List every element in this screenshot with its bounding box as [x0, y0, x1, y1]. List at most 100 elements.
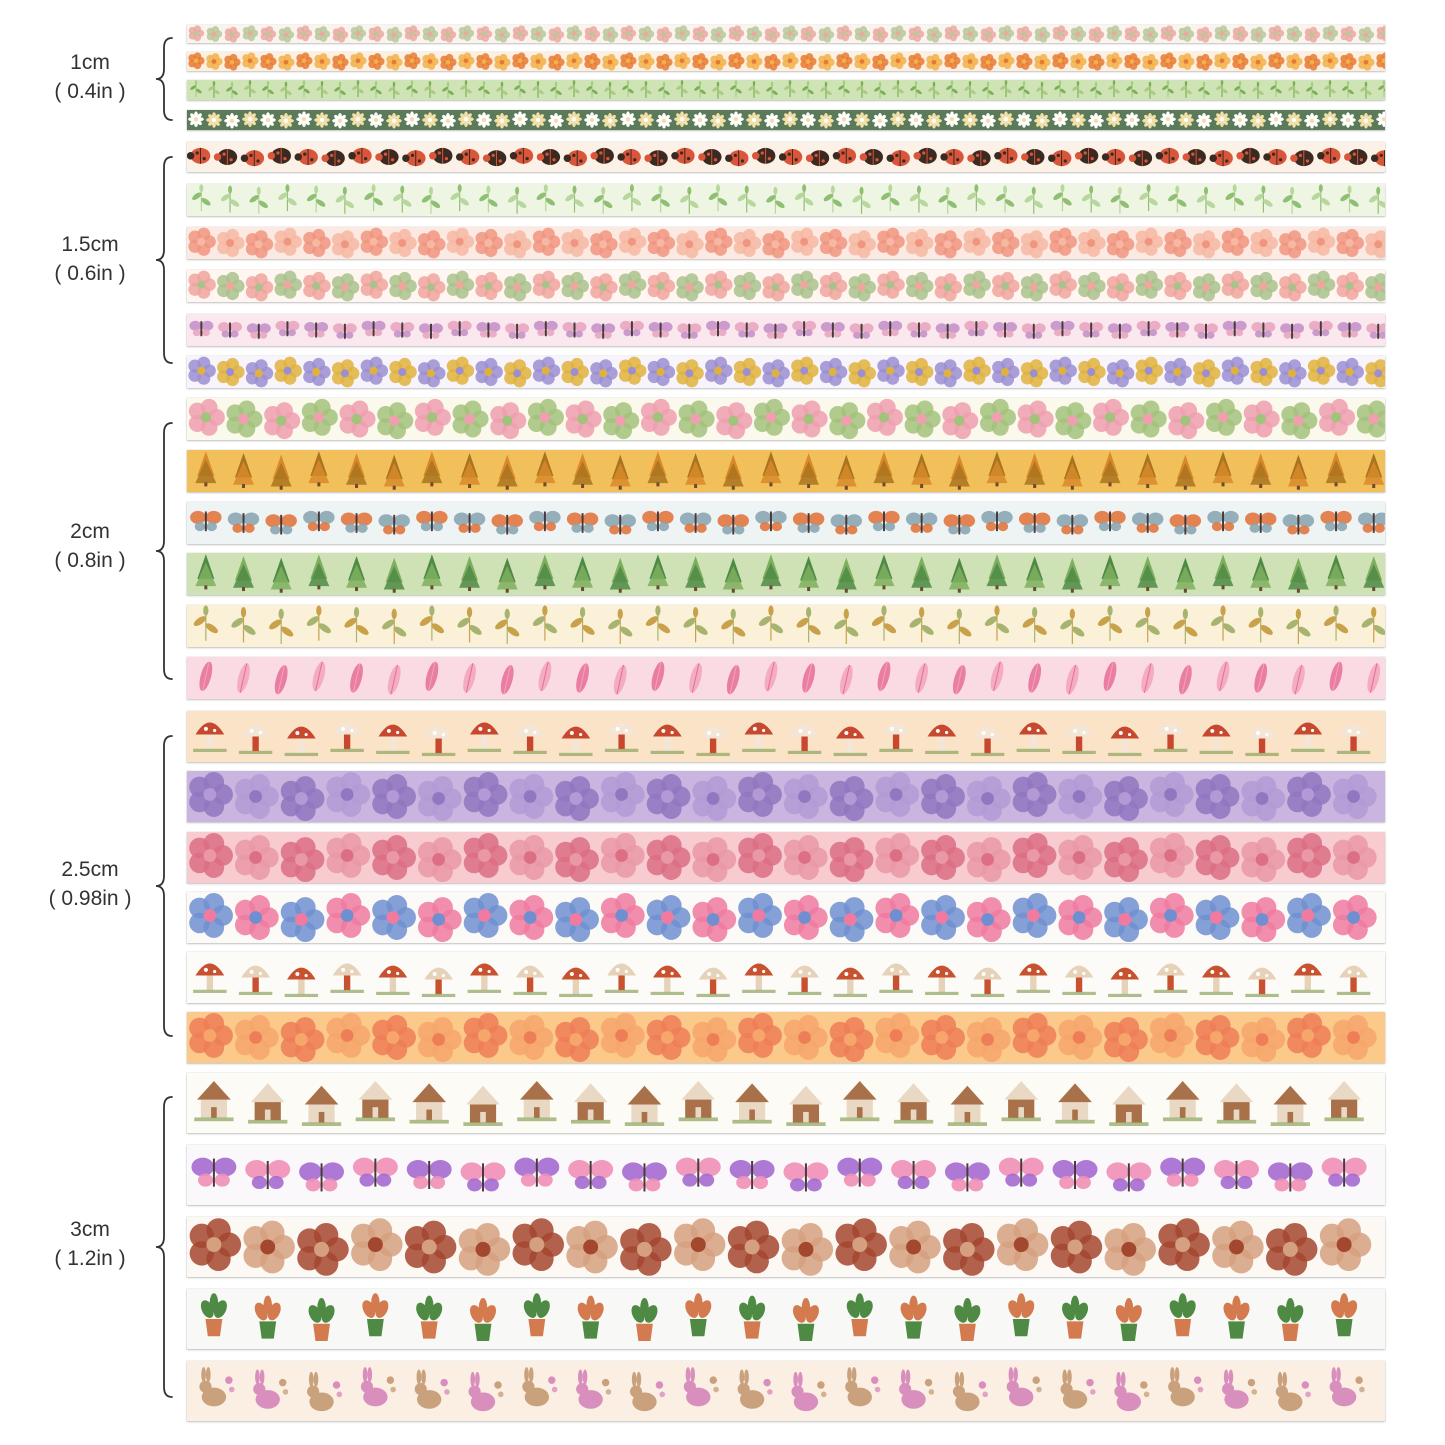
daisy-motif: [422, 112, 438, 128]
flower-motif: [303, 271, 331, 301]
flower-motif: [1221, 270, 1250, 299]
flower-motif: [297, 1222, 349, 1276]
butterfly-motif: [1050, 320, 1075, 337]
butterfly-motif: [868, 510, 900, 532]
washi-tape: [187, 1289, 1385, 1349]
flower-motif: [372, 835, 416, 880]
butterfly-motif: [878, 320, 903, 337]
tree-motif: [1363, 452, 1385, 489]
cottages-pattern: [187, 1073, 1385, 1133]
flower-motif: [819, 357, 848, 387]
flower-motif: [1078, 271, 1106, 301]
tree-motif: [459, 555, 481, 592]
flower-motif: [716, 402, 753, 440]
flower-motif: [944, 52, 961, 70]
feather-motif: [952, 664, 966, 695]
butterfly-motif: [679, 512, 712, 533]
butterfly-motif: [533, 320, 558, 337]
house-motif: [1109, 1085, 1149, 1126]
pot-motif: [792, 1298, 819, 1342]
flower-motif: [943, 1222, 995, 1276]
leaf-motif: [536, 184, 556, 212]
flower-motif: [1078, 357, 1106, 387]
brace-2cm: [155, 422, 173, 680]
inch-label: ( 0.8in ): [54, 549, 126, 572]
daisy-motif: [1142, 113, 1158, 129]
flower-motif: [414, 398, 451, 436]
ladybug-motif: [402, 150, 426, 167]
flower-motif: [783, 1015, 828, 1060]
ladybug-motif: [859, 149, 884, 165]
butterfly-motif: [1106, 1162, 1152, 1192]
feather-motif: [312, 661, 326, 692]
width-label: 2cm: [70, 520, 110, 543]
tree-motif: [308, 451, 330, 487]
daisy-motif: [836, 111, 852, 127]
flower-motif: [1322, 52, 1339, 70]
flower-motif: [243, 1220, 295, 1274]
flower-motif: [446, 227, 475, 256]
leaf-motif: [967, 184, 986, 212]
mushroom-motif: [970, 726, 1005, 757]
flower-motif: [463, 772, 508, 817]
inch-label: ( 1.2in ): [54, 1247, 126, 1270]
leaf-motif: [1018, 80, 1030, 98]
feather-motif: [1254, 663, 1268, 693]
flower-motif: [692, 897, 737, 942]
flower-motif: [1279, 273, 1307, 302]
daisy-motif: [494, 113, 510, 129]
flower-motif: [934, 230, 963, 259]
flower-motif: [1052, 52, 1069, 70]
flower-motif: [1012, 893, 1057, 938]
daisy-motif: [1376, 111, 1385, 127]
washi-tape: [187, 952, 1385, 1003]
flower-motif: [733, 228, 762, 258]
flower-motif: [512, 25, 529, 42]
flower-motif: [509, 1015, 554, 1060]
flower-motif: [746, 53, 763, 70]
flower-motif: [188, 52, 205, 70]
flower-motif: [998, 52, 1015, 70]
flower-motif: [762, 359, 790, 388]
butterfly-motif: [529, 510, 561, 532]
daisy-motif: [692, 112, 708, 128]
flower-motif: [705, 270, 733, 299]
butterfly-motif: [1267, 1162, 1313, 1192]
house-motif: [732, 1083, 772, 1124]
tree-motif: [383, 557, 405, 593]
flower-motif: [351, 1218, 403, 1272]
ladybug-motif: [375, 149, 399, 165]
flower-motif: [1078, 228, 1106, 258]
flower-motif: [1376, 25, 1385, 42]
washi-tape: [187, 1361, 1385, 1421]
ladybug-motif: [940, 149, 964, 165]
brace-1.5cm: [155, 156, 173, 364]
tree-motif: [798, 555, 820, 592]
flower-motif: [1195, 835, 1240, 880]
inch-label: ( 0.6in ): [54, 262, 126, 285]
flower-motif: [389, 228, 417, 258]
bunny-motif: [414, 1369, 450, 1409]
flower-motif: [872, 53, 889, 71]
leaf-motif: [457, 606, 482, 643]
butterfly-motif: [604, 514, 636, 535]
leaf-motif: [1108, 80, 1120, 97]
flower-motif: [1340, 53, 1357, 70]
leaf-motif: [640, 80, 652, 98]
ladybug-motif: [536, 149, 561, 165]
mushroom-motif: [970, 967, 1005, 998]
butterfly-motif: [734, 322, 759, 338]
flower-motif: [1124, 26, 1141, 42]
ladybug-motif: [1021, 149, 1045, 165]
flower-motif: [1149, 1013, 1194, 1058]
flower-motif: [490, 402, 527, 440]
ladybug-motif: [967, 150, 991, 167]
butterfly-motif: [964, 320, 989, 337]
leaf-motif: [1248, 606, 1273, 643]
flower-motif: [532, 227, 561, 256]
flower-motif: [1178, 53, 1195, 70]
bunny-motif: [1114, 1371, 1150, 1412]
leaf-motif: [1180, 80, 1192, 98]
leaf-motif: [280, 81, 292, 99]
bunny-motif: [522, 1367, 558, 1407]
